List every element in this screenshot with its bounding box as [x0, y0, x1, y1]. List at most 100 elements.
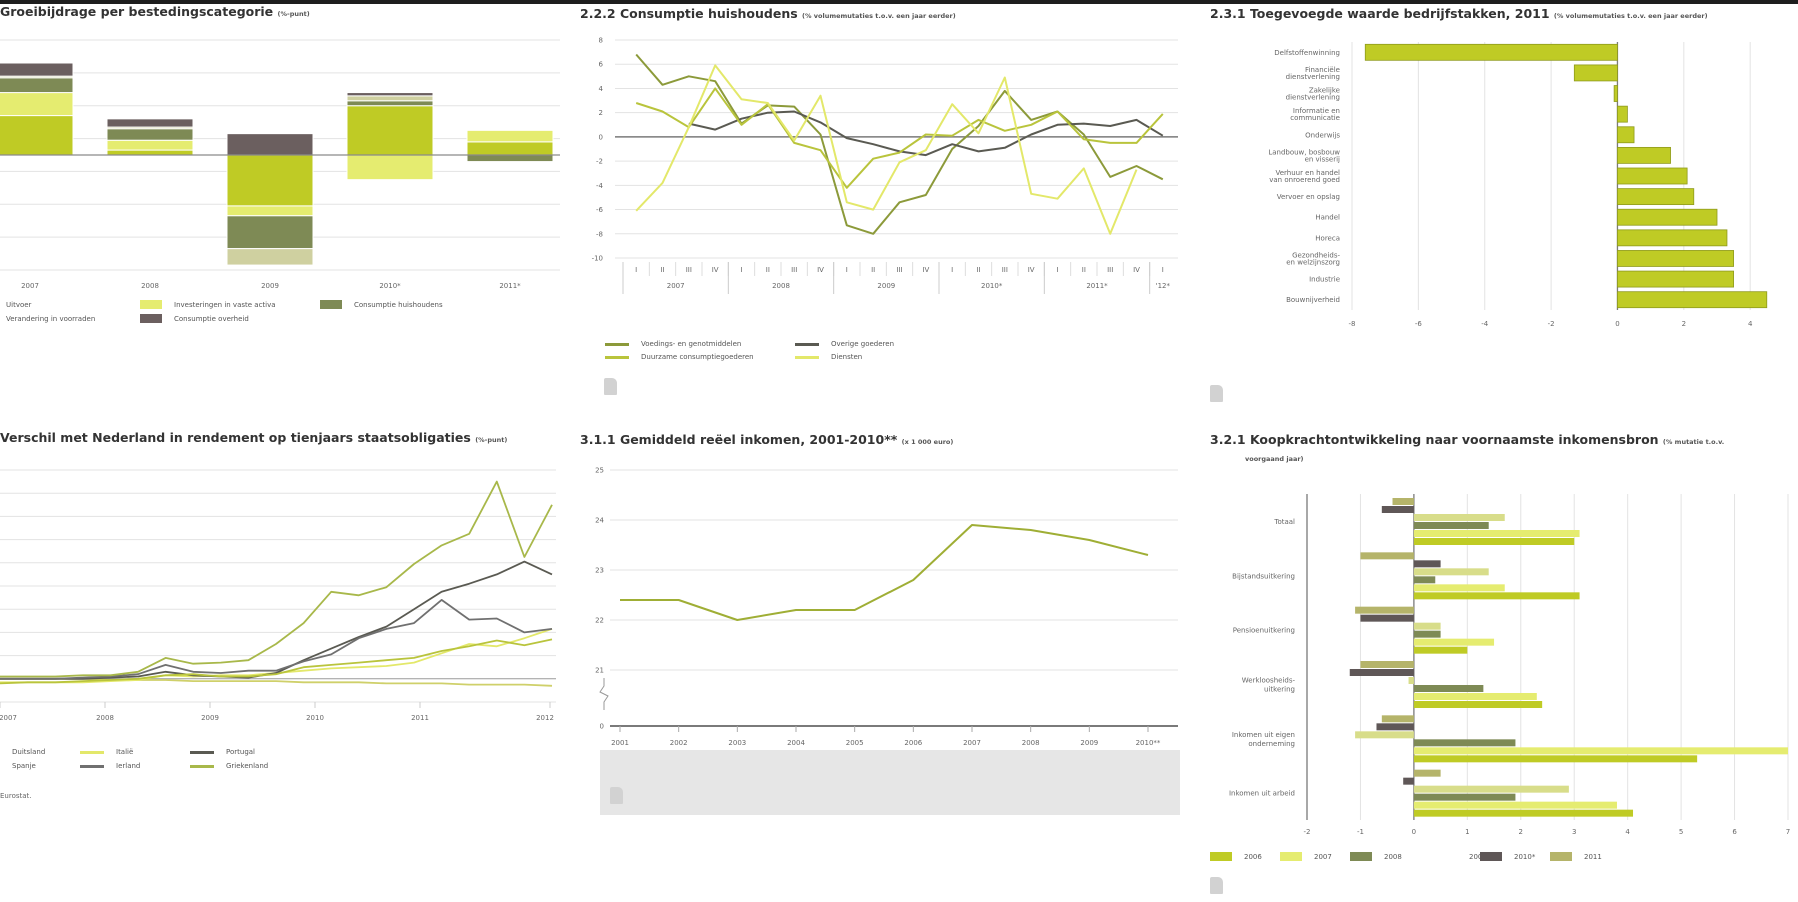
y-category-label: Bouwnijverheid	[1286, 296, 1340, 304]
bar	[1413, 747, 1788, 755]
x-tick-label: III	[1107, 266, 1113, 274]
bar	[1617, 250, 1734, 267]
title-text: 3.2.1 Koopkrachtontwikkeling naar voorna…	[1210, 432, 1659, 447]
document-icon[interactable]	[1210, 877, 1223, 894]
x-tick-label: 2009	[1080, 739, 1098, 747]
legend-label: 2006	[1244, 852, 1262, 861]
bar	[1413, 560, 1441, 568]
bar-segment	[226, 205, 314, 217]
legend-swatch	[190, 764, 214, 768]
x-tick-label: IV	[817, 266, 824, 274]
series-line	[0, 599, 553, 680]
legend-label: Ierland	[116, 762, 141, 770]
bar	[1413, 755, 1698, 763]
legend-item: Diensten	[795, 353, 862, 361]
x-tick-label: 6	[1732, 828, 1737, 836]
series-line	[688, 110, 1164, 157]
y-category-label: Inkomen uit eigen onderneming	[1232, 731, 1295, 748]
title-text: Groeibijdrage per bestedingscategorie	[0, 4, 274, 19]
bar	[1617, 270, 1734, 288]
y-category-label: Bijstandsuitkering	[1232, 572, 1295, 580]
y-tick-label: 22	[595, 617, 604, 625]
x-tick-label: 2009	[261, 282, 279, 290]
legend-item: 2008	[1350, 852, 1402, 861]
y-tick-label: 24	[595, 517, 604, 525]
bar	[1413, 568, 1489, 576]
y-tick-label: -6	[596, 206, 604, 214]
koopkracht-legend: 2006 2007 2008 2009 2010* 2011	[1210, 852, 1770, 868]
bar-segment	[0, 62, 74, 77]
bar	[1573, 64, 1618, 82]
legend-label: Overige goederen	[831, 340, 895, 348]
legend-label: Diensten	[831, 353, 863, 361]
x-tick-label: I	[740, 266, 742, 274]
source-note: Eurostat.	[0, 792, 32, 800]
bar	[1381, 715, 1414, 723]
legend-item: Voedings- en genotmiddelen	[605, 340, 741, 348]
legend-item: Italië	[80, 748, 133, 756]
bar	[1360, 661, 1414, 668]
document-icon[interactable]	[610, 787, 623, 804]
legend-swatch	[140, 314, 162, 323]
chart-title: 3.1.1 Gemiddeld reëel inkomen, 2001-2010…	[580, 432, 953, 447]
legend-label: Uitvoer	[6, 300, 32, 309]
x-tick-label: III	[1002, 266, 1008, 274]
legend-label: Consumptie huishoudens	[354, 300, 443, 309]
x-tick-label: 2005	[846, 739, 864, 747]
legend-item: 2011	[1550, 852, 1602, 861]
chart-title: 2.2.2 Consumptie huishoudens (% volumemu…	[580, 6, 956, 21]
bar	[1364, 43, 1618, 61]
legend-swatch	[80, 764, 104, 768]
legend-item: Portugal	[190, 748, 255, 756]
legend-swatch	[1350, 852, 1372, 861]
y-tick-label: 6	[599, 61, 604, 69]
x-tick-label: 4	[1748, 320, 1753, 328]
x-tick-label: III	[686, 266, 692, 274]
legend-item: Griekenland	[190, 762, 268, 770]
bar	[1360, 614, 1414, 622]
legend-swatch	[605, 342, 629, 346]
legend-label: 2008	[1384, 852, 1402, 861]
bar	[1360, 552, 1414, 560]
bar-segment	[106, 139, 194, 151]
x-tick-label: -4	[1481, 320, 1489, 328]
x-tick-label: IV	[712, 266, 719, 274]
bar	[1413, 584, 1505, 592]
legend-label: Consumptie overheid	[174, 314, 249, 323]
y-category-label: Inkomen uit arbeid	[1229, 790, 1295, 798]
legend-item: Ierland	[80, 762, 140, 770]
document-icon[interactable]	[604, 378, 617, 395]
x-tick-label: 2008	[141, 282, 159, 290]
x-tick-label: III	[791, 266, 797, 274]
x-tick-label: IV	[1133, 266, 1140, 274]
bar-segment	[346, 92, 434, 97]
document-icon[interactable]	[1210, 385, 1223, 402]
x-tick-label: 3	[1572, 828, 1576, 836]
legend-swatch	[320, 300, 342, 309]
bar	[1413, 785, 1569, 793]
legend-label: Verandering in voorraden	[6, 314, 96, 323]
legend-swatch	[190, 750, 214, 754]
bar-segment	[226, 215, 314, 250]
legend-swatch	[1435, 852, 1457, 861]
x-tick-label: 1	[1465, 828, 1469, 836]
bar-segment	[0, 115, 74, 156]
bar	[1413, 622, 1441, 630]
series-line	[0, 480, 553, 678]
y-tick-label: 21	[595, 667, 604, 675]
bar	[1617, 291, 1768, 309]
x-year-label: 2007	[667, 282, 685, 290]
x-tick-label: 5	[1679, 828, 1683, 836]
legend-item: Spanje	[0, 762, 36, 770]
x-tick-label: I	[951, 266, 953, 274]
legend-swatch	[795, 355, 819, 359]
bar	[1355, 606, 1414, 614]
legend-item: Investeringen in vaste activa	[140, 300, 276, 309]
bar	[1403, 777, 1414, 785]
rendement-legend: Duitsland Italië Portugal Spanje Ierland Grie…	[0, 748, 560, 778]
legend-item: Duurzame consumptiegoederen	[605, 353, 754, 361]
bar-segment	[0, 92, 74, 117]
legend-item: 2010*	[1480, 852, 1535, 861]
x-tick-label: II	[660, 266, 664, 274]
